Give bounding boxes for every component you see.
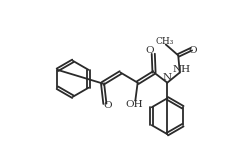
Text: O: O [146,46,154,55]
Text: NH: NH [173,65,191,74]
Text: OH: OH [126,100,143,109]
Text: CH₃: CH₃ [156,37,174,46]
Text: N: N [163,73,172,83]
Text: O: O [188,46,197,55]
Text: O: O [103,101,112,110]
